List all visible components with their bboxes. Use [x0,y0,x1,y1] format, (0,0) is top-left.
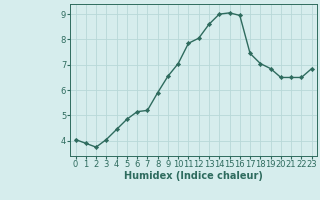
X-axis label: Humidex (Indice chaleur): Humidex (Indice chaleur) [124,171,263,181]
